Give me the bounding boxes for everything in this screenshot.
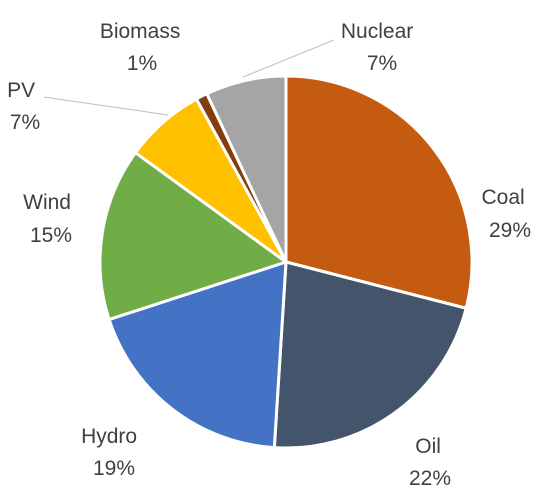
pie-slice-wind xyxy=(98,151,288,321)
pie-slice-oil xyxy=(272,260,468,450)
slice-label-coal: Coal 29% xyxy=(481,186,531,242)
pie-slice-nuclear xyxy=(205,74,288,264)
pie-slices xyxy=(98,74,474,450)
slice-label-hydro: Hydro 19% xyxy=(81,425,143,480)
pie-slice-coal xyxy=(284,74,474,310)
pie-slice-hydro xyxy=(107,260,288,450)
slice-label-wind: Wind 15% xyxy=(23,191,77,247)
leader-line-nuclear xyxy=(242,39,335,78)
slice-label-pv: PV 7% xyxy=(7,79,41,134)
slice-labels: Coal 29% Oil 22% Hydro 19% Wind 15% PV 7… xyxy=(7,20,531,490)
leader-line-pv xyxy=(43,96,169,116)
leader-lines xyxy=(43,39,335,116)
slice-label-nuclear: Nuclear 7% xyxy=(341,20,419,75)
slice-label-biomass: Biomass 1% xyxy=(100,20,186,75)
slice-label-oil: Oil 22% xyxy=(409,435,451,490)
